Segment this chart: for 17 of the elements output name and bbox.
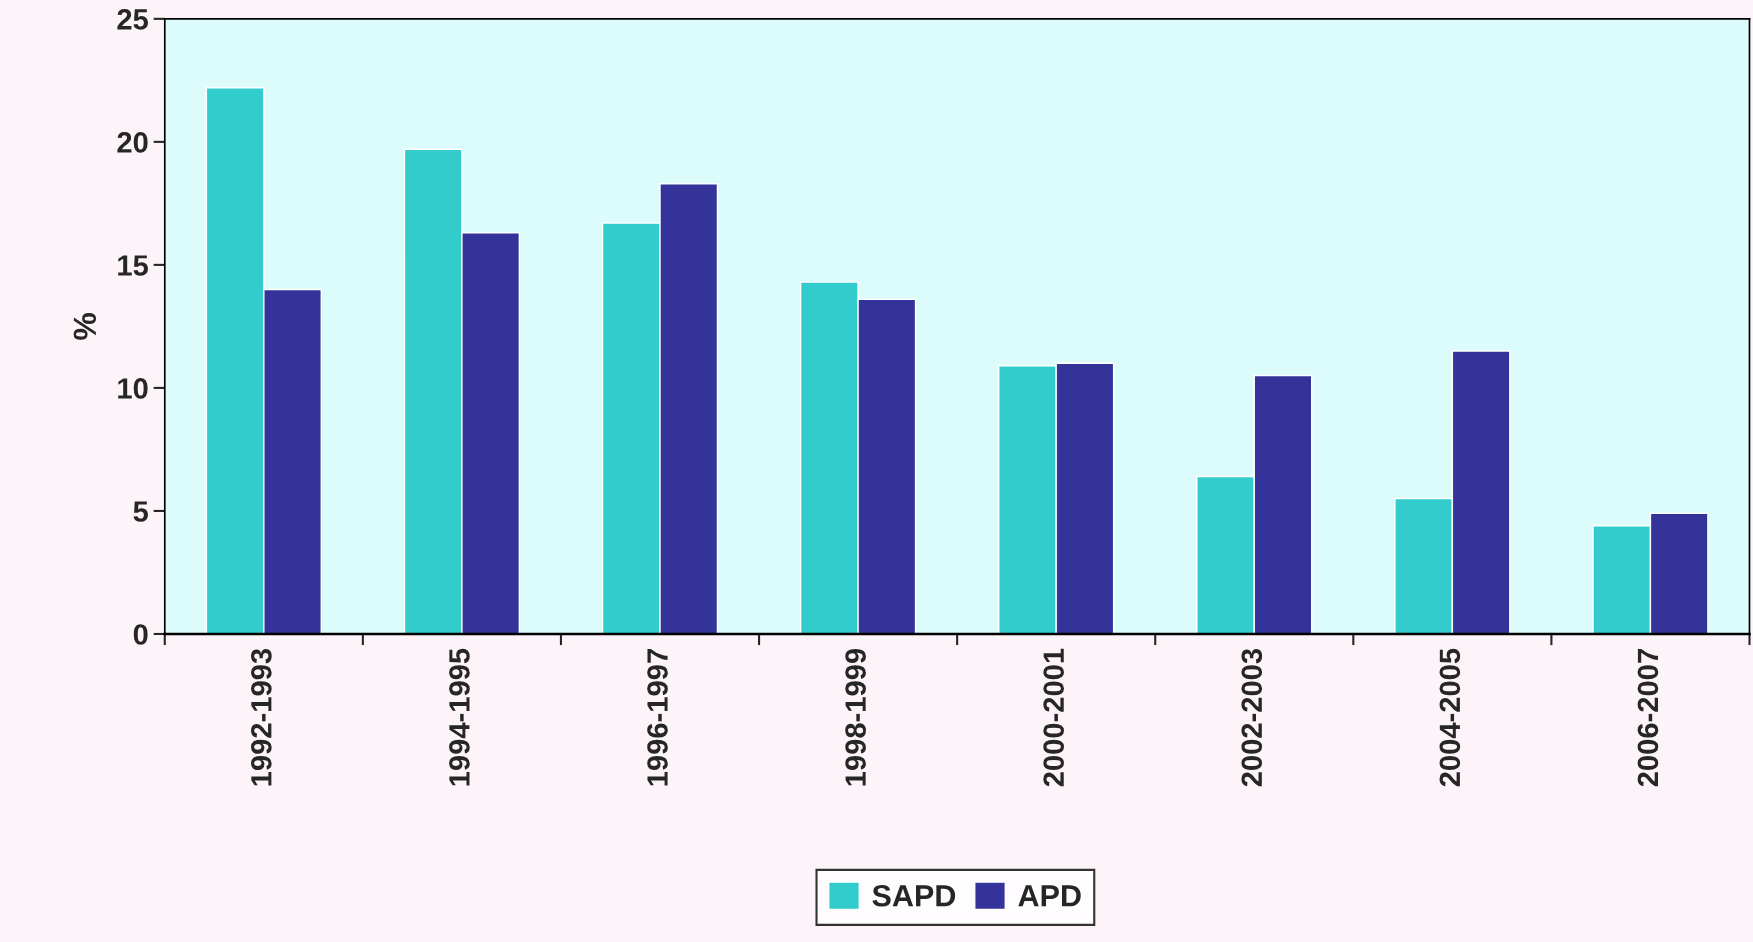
- y-tick-label: 10: [118, 378, 148, 399]
- y-axis-title: %: [73, 313, 97, 340]
- x-tick-label: 2006-2007: [1637, 649, 1659, 787]
- x-tick-label: 1994-1995: [449, 648, 470, 786]
- y-tick-label: 5: [133, 501, 148, 522]
- legend-label: SAPD: [872, 884, 956, 907]
- y-tick-label: 25: [117, 9, 148, 30]
- x-tick-label: 1992-1993: [251, 648, 272, 786]
- y-tick-label: 20: [117, 132, 148, 153]
- x-tick-label: 2002-2003: [1241, 648, 1263, 787]
- y-tick-label: 15: [118, 255, 148, 276]
- x-tick-label: 1998-1999: [845, 648, 866, 786]
- x-tick-label: 1996-1997: [647, 649, 668, 786]
- legend-label: APD: [1018, 885, 1081, 907]
- x-tick-label: 2004-2005: [1439, 648, 1461, 787]
- x-tick-label: 2000-2001: [1043, 648, 1065, 787]
- y-tick-label: 0: [133, 624, 148, 645]
